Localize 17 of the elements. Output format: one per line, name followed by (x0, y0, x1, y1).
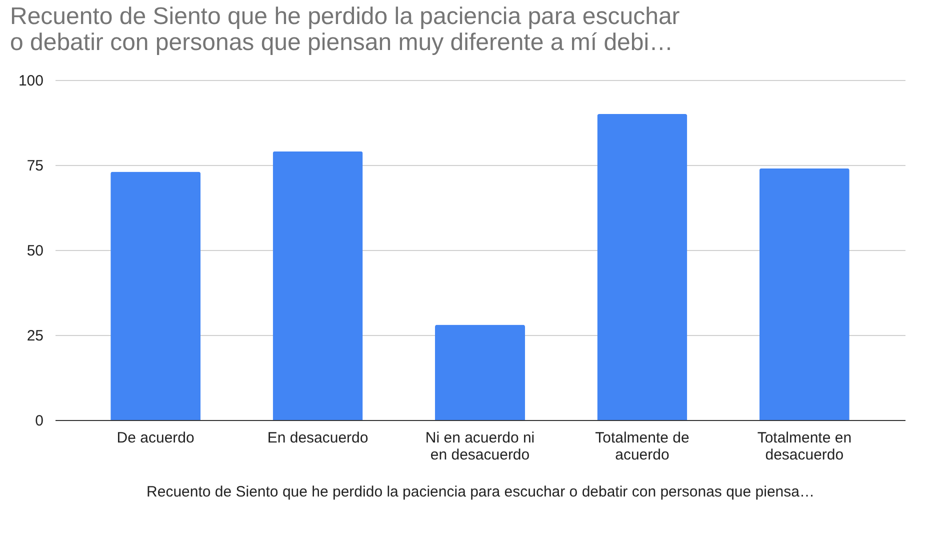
x-tick-label: Ni en acuerdo ni en desacuerdo (425, 430, 535, 464)
x-tick-label: Totalmente en desacuerdo (757, 430, 852, 464)
y-tick-label: 0 (35, 412, 44, 430)
y-tick-label: 100 (18, 72, 44, 90)
bar (435, 324, 525, 420)
y-tick-label: 50 (26, 242, 44, 260)
bar (759, 168, 850, 420)
bar (272, 151, 363, 420)
y-tick-label: 75 (26, 158, 44, 174)
x-tick-label: En desacuerdo (267, 430, 368, 446)
bar (597, 114, 688, 420)
x-axis-title: Recuento de Siento que he perdido la paciencia para escuchar o debatir con personas que piensa… (146, 484, 814, 500)
x-tick-label: De acuerdo (116, 430, 194, 446)
bar (110, 172, 201, 420)
y-tick-label: 25 (26, 328, 44, 344)
chart-title: Recuento de Siento que he perdido la paciencia para escuchar o debatir con personas que piensan muy diferente a mí debi… (10, 3, 680, 56)
x-tick-label: Totalmente de acuerdo (595, 430, 690, 464)
